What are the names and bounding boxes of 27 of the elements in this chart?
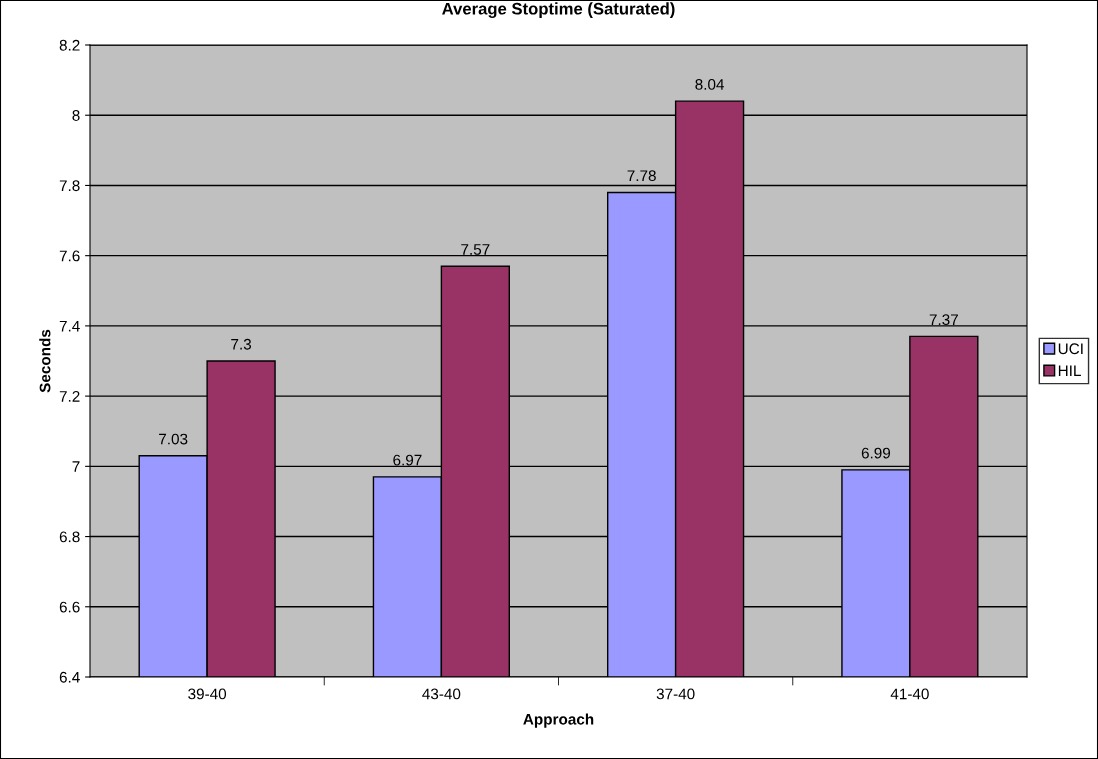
y-tick-label: 8: [72, 110, 80, 121]
data-label: 6.97: [393, 454, 422, 466]
x-tick-label: 39-40: [188, 688, 227, 700]
data-label: 7.37: [929, 314, 958, 326]
data-label: 7.3: [231, 338, 252, 350]
data-label: 7.03: [159, 433, 188, 445]
y-tick-label: 7.4: [59, 320, 80, 332]
chart-title: Average Stoptime (Saturated): [442, 2, 675, 18]
y-tick-label: 7.8: [59, 180, 80, 192]
legend-label: UCI: [1058, 343, 1083, 355]
legend-label: HIL: [1058, 365, 1081, 376]
y-tick-label: 6.4: [59, 671, 80, 683]
data-label: 8.04: [695, 79, 725, 90]
x-axis-title: Approach: [523, 713, 594, 728]
data-label: 7.78: [627, 170, 656, 182]
y-tick-label: 6.8: [59, 531, 80, 543]
y-tick-label: 6.6: [59, 601, 80, 613]
x-tick-label: 43-40: [422, 688, 461, 700]
y-tick-label: 7.2: [59, 390, 80, 402]
x-tick-label: 37-40: [656, 688, 695, 700]
y-tick-label: 8.2: [59, 39, 80, 51]
y-tick-label: 7.6: [59, 250, 80, 262]
x-tick-label: 41-40: [890, 688, 929, 700]
y-tick-label: 7: [72, 461, 80, 472]
y-axis-title: Seconds: [39, 329, 51, 393]
data-label: 6.99: [861, 447, 891, 459]
data-label: 7.57: [461, 244, 490, 255]
